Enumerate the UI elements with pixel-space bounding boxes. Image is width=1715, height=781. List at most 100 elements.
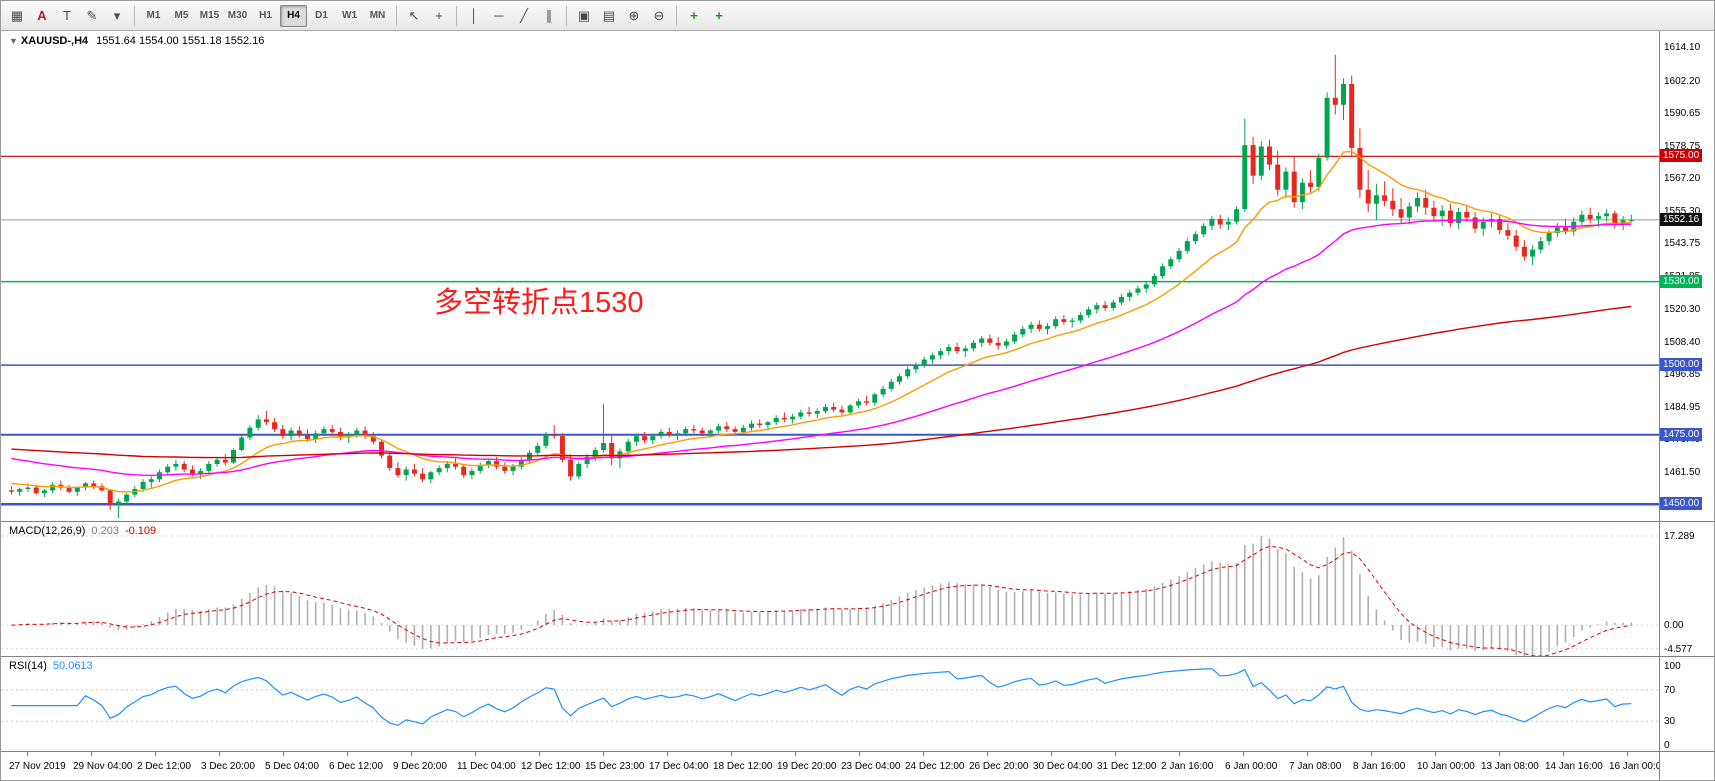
macd-histogram xyxy=(18,536,1633,656)
panel-divider[interactable] xyxy=(1,656,1714,657)
text-t-icon[interactable]: T xyxy=(63,8,71,23)
time-label: 19 Dec 20:00 xyxy=(777,761,837,772)
time-label: 18 Dec 12:00 xyxy=(713,761,773,772)
rsi-label: RSI(14) xyxy=(9,660,47,672)
time-label: 7 Jan 08:00 xyxy=(1289,761,1342,772)
toolbar-separator xyxy=(676,5,677,26)
main-chart-panel[interactable]: 多空转折点1530 xyxy=(1,31,1659,521)
timeframe-h1[interactable]: H1 xyxy=(259,10,272,21)
draw-tools-dropdown-icon[interactable]: ▾ xyxy=(113,7,121,23)
time-label: 14 Jan 16:00 xyxy=(1545,761,1603,772)
ma-lines xyxy=(11,150,1632,493)
ma-mid-magenta xyxy=(11,219,1632,477)
rsi-chart[interactable] xyxy=(1,657,1659,751)
time-label: 26 Dec 20:00 xyxy=(969,761,1029,772)
time-label: 5 Dec 04:00 xyxy=(265,761,319,772)
tile-windows-icon[interactable]: ▣ xyxy=(577,7,591,23)
level-price-badge: 1450.00 xyxy=(1660,497,1703,511)
add-indicator-icon[interactable]: + xyxy=(715,8,723,23)
time-label: 2 Jan 16:00 xyxy=(1161,761,1214,772)
candles xyxy=(9,54,1634,519)
time-label: 3 Dec 20:00 xyxy=(201,761,255,772)
timeframe-mn[interactable]: MN xyxy=(369,10,386,21)
price-tick: 1461.50 xyxy=(1664,467,1701,479)
horizontal-line-icon[interactable]: ─ xyxy=(494,8,504,23)
toolbar-separator xyxy=(134,5,135,26)
level-price-badge: 1475.00 xyxy=(1660,427,1703,441)
price-tick: 1614.10 xyxy=(1664,42,1701,54)
macd-panel[interactable] xyxy=(1,522,1659,656)
macd-header: MACD(12,26,9) 0.203 -0.109 xyxy=(9,525,156,537)
time-label: 6 Jan 00:00 xyxy=(1225,761,1278,772)
time-label: 9 Dec 20:00 xyxy=(393,761,447,772)
toolbar-separator xyxy=(456,5,457,26)
timeframe-h4[interactable]: H4 xyxy=(280,4,307,27)
time-label: 12 Dec 12:00 xyxy=(521,761,581,772)
level-price-badge: 1530.00 xyxy=(1660,274,1703,288)
macd-chart[interactable] xyxy=(1,522,1659,656)
cascade-windows-icon[interactable]: ▤ xyxy=(602,7,616,23)
level-price-badge: 1575.00 xyxy=(1660,149,1703,163)
time-label: 6 Dec 12:00 xyxy=(329,761,383,772)
time-label: 8 Jan 16:00 xyxy=(1353,761,1406,772)
price-tick: 1484.95 xyxy=(1664,401,1701,413)
timeframe-w1[interactable]: W1 xyxy=(342,10,357,21)
panel-divider xyxy=(1,751,1714,752)
rsi-line xyxy=(11,668,1632,727)
chart-annotation[interactable]: 多空转折点1530 xyxy=(434,286,644,319)
macd-tick: 0.00 xyxy=(1664,620,1684,632)
price-tick: 1578.75 xyxy=(1664,140,1701,152)
draw-tools-icon[interactable]: ✎ xyxy=(86,7,98,23)
rsi-value: 50.0613 xyxy=(52,660,93,672)
rsi-tick: 100 xyxy=(1664,661,1681,673)
trendline-icon[interactable]: ╱ xyxy=(520,7,528,23)
current-price-badge: 1552.16 xyxy=(1660,212,1703,226)
time-label: 11 Dec 04:00 xyxy=(457,761,516,772)
timeframe-m15[interactable]: M15 xyxy=(199,10,220,21)
price-tick: 1543.75 xyxy=(1664,238,1701,250)
price-scale[interactable]: 1614.10 1602.20 1590.65 1578.75 1567.20 1555.… xyxy=(1659,31,1714,780)
symbol-dropdown-icon[interactable]: ▼ xyxy=(9,36,18,46)
ohlc-values: 1551.64 1554.00 1551.18 1552.16 xyxy=(96,35,265,47)
price-tick: 1508.40 xyxy=(1664,336,1701,348)
rsi-panel[interactable] xyxy=(1,657,1659,751)
timeframe-m5[interactable]: M5 xyxy=(174,10,189,21)
channel-icon[interactable]: ∥ xyxy=(545,7,553,23)
time-label: 17 Dec 04:00 xyxy=(649,761,709,772)
chart-grid-icon[interactable]: ▦ xyxy=(10,7,24,23)
new-chart-icon[interactable]: + xyxy=(690,8,698,23)
macd-label: MACD(12,26,9) xyxy=(9,525,86,537)
panel-divider[interactable] xyxy=(1,521,1714,522)
zoom-out-icon[interactable]: ⊖ xyxy=(653,7,665,23)
timeframe-d1[interactable]: D1 xyxy=(315,10,328,21)
vertical-line-icon[interactable]: │ xyxy=(469,8,479,23)
zoom-in-icon[interactable]: ⊕ xyxy=(628,7,640,23)
time-label: 15 Dec 23:00 xyxy=(585,761,645,772)
macd-value-signal: -0.109 xyxy=(124,525,157,537)
cursor-icon[interactable]: ↖ xyxy=(408,7,420,23)
rsi-tick: 0 xyxy=(1664,739,1670,751)
time-axis[interactable]: 27 Nov 2019 29 Nov 04:00 2 Dec 12:00 3 Dec … xyxy=(1,752,1714,780)
toolbar-separator xyxy=(566,5,567,26)
macd-tick: -4.577 xyxy=(1664,643,1693,655)
price-tick: 1520.30 xyxy=(1664,303,1701,315)
price-tick: 1590.65 xyxy=(1664,107,1701,119)
time-label: 24 Dec 12:00 xyxy=(905,761,965,772)
toolbar: ▦ A T ✎ ▾ M1 M5 M15 M30 H1 H4 D1 W1 MN ↖ + │ ─ ╱ ∥ ▣ ▤ ⊕ ⊖ + + xyxy=(1,1,1714,31)
time-label: 16 Jan 00:00 xyxy=(1609,761,1667,772)
time-label: 27 Nov 2019 xyxy=(9,761,66,772)
crosshair-icon[interactable]: + xyxy=(435,8,443,23)
annotation-a-icon[interactable]: A xyxy=(37,8,47,23)
symbol-label: XAUUSD-,H4 xyxy=(20,35,89,47)
rsi-tick: 70 xyxy=(1664,684,1676,696)
rsi-tick: 30 xyxy=(1664,716,1676,728)
timeframe-m30[interactable]: M30 xyxy=(227,10,248,21)
price-tick: 1602.20 xyxy=(1664,75,1701,87)
candlestick-chart[interactable]: 多空转折点1530 xyxy=(1,31,1659,521)
timeframe-m1[interactable]: M1 xyxy=(146,10,161,21)
chart-header: ▼ XAUUSD-,H4 1551.64 1554.00 1551.18 1552.… xyxy=(9,35,264,47)
time-label: 29 Nov 04:00 xyxy=(73,761,133,772)
rsi-header: RSI(14) 50.0613 xyxy=(9,660,93,672)
macd-value-main: 0.203 xyxy=(91,525,119,537)
